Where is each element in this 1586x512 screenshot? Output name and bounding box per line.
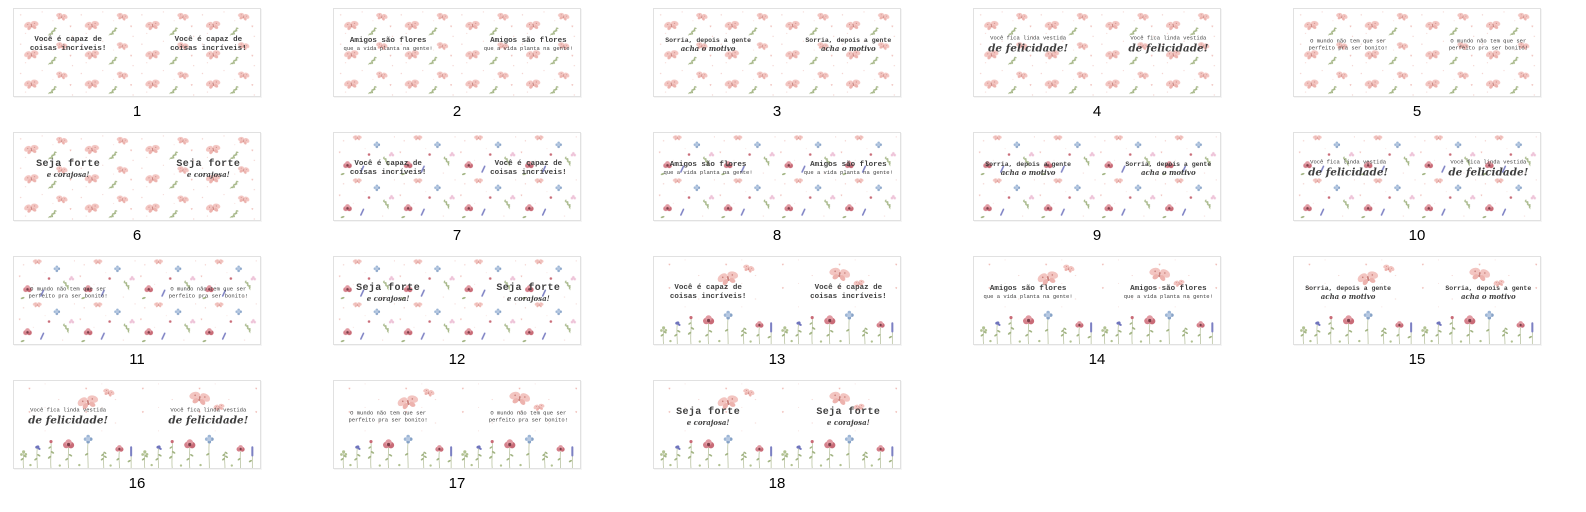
meadow-artwork — [655, 257, 899, 344]
thumbnail-number: 18 — [768, 475, 786, 492]
thumbnail-number: 3 — [772, 103, 782, 120]
thumbnail-number: 12 — [448, 351, 466, 368]
gallery-cell-5: O mundo não tem que ser perfeito pra ser… — [1293, 8, 1541, 120]
wildflowers-artwork — [1295, 133, 1539, 220]
butterflies-artwork — [975, 9, 1219, 96]
wildflowers-artwork — [15, 257, 259, 344]
meadow-artwork — [15, 381, 259, 468]
gallery-cell-7: Você é capaz de coisas incríveis! Você é… — [333, 132, 581, 244]
design-thumbnail-6[interactable]: Seja forte e corajosa! Seja forte e cora… — [13, 132, 261, 221]
meadow-artwork — [1295, 257, 1539, 344]
wildflowers-artwork — [335, 133, 579, 220]
design-thumbnail-8[interactable]: Amigos são flores que a vida planta na g… — [653, 132, 901, 221]
gallery-cell-4: Você fica linda vestida de felicidade! V… — [973, 8, 1221, 120]
design-thumbnail-10[interactable]: Você fica linda vestida de felicidade! V… — [1293, 132, 1541, 221]
gallery-cell-15: Sorria, depois a gente acha o motivo Sor… — [1293, 256, 1541, 368]
meadow-artwork — [655, 381, 899, 468]
gallery-cell-17: O mundo não tem que ser perfeito pra ser… — [333, 380, 581, 492]
design-thumbnail-17[interactable]: O mundo não tem que ser perfeito pra ser… — [333, 380, 581, 469]
wildflowers-artwork — [975, 133, 1219, 220]
design-thumbnail-14[interactable]: Amigos são flores que a vida planta na g… — [973, 256, 1221, 345]
thumbnail-number: 17 — [448, 475, 466, 492]
design-thumbnail-18[interactable]: Seja forte e corajosa! Seja forte e cora… — [653, 380, 901, 469]
thumbnail-number: 6 — [132, 227, 142, 244]
design-thumbnail-9[interactable]: Sorria, depois a gente acha o motivo Sor… — [973, 132, 1221, 221]
gallery-cell-8: Amigos são flores que a vida planta na g… — [653, 132, 901, 244]
thumbnail-number: 11 — [129, 351, 145, 368]
design-thumbnail-7[interactable]: Você é capaz de coisas incríveis! Você é… — [333, 132, 581, 221]
thumbnail-number: 7 — [452, 227, 462, 244]
thumbnail-number: 10 — [1408, 227, 1426, 244]
wildflowers-artwork — [335, 257, 579, 344]
meadow-artwork — [975, 257, 1219, 344]
thumbnail-number: 13 — [768, 351, 786, 368]
thumbnail-number: 8 — [772, 227, 782, 244]
gallery-cell-10: Você fica linda vestida de felicidade! V… — [1293, 132, 1541, 244]
gallery-cell-6: Seja forte e corajosa! Seja forte e cora… — [13, 132, 261, 244]
thumbnail-number: 2 — [452, 103, 462, 120]
thumbnail-number: 16 — [128, 475, 146, 492]
design-thumbnail-3[interactable]: Sorria, depois a gente acha o motivo Sor… — [653, 8, 901, 97]
design-thumbnail-16[interactable]: Você fica linda vestida de felicidade! V… — [13, 380, 261, 469]
butterflies-artwork — [335, 9, 579, 96]
design-thumbnail-12[interactable]: Seja forte e corajosa! Seja forte e cora… — [333, 256, 581, 345]
design-thumbnail-11[interactable]: O mundo não tem que ser perfeito pra ser… — [13, 256, 261, 345]
thumbnail-number: 4 — [1092, 103, 1102, 120]
gallery-cell-14: Amigos são flores que a vida planta na g… — [973, 256, 1221, 368]
thumbnail-number: 9 — [1092, 227, 1102, 244]
wildflowers-artwork — [655, 133, 899, 220]
thumbnail-number: 5 — [1412, 103, 1422, 120]
gallery-cell-12: Seja forte e corajosa! Seja forte e cora… — [333, 256, 581, 368]
thumbnail-number: 1 — [132, 103, 142, 120]
butterflies-artwork — [15, 9, 259, 96]
gallery-cell-16: Você fica linda vestida de felicidade! V… — [13, 380, 261, 492]
design-thumbnail-4[interactable]: Você fica linda vestida de felicidade! V… — [973, 8, 1221, 97]
gallery-cell-18: Seja forte e corajosa! Seja forte e cora… — [653, 380, 901, 492]
design-thumbnail-1[interactable]: Você é capaz de coisas incríveis! Você é… — [13, 8, 261, 97]
gallery-cell-2: Amigos são flores que a vida planta na g… — [333, 8, 581, 120]
design-thumbnail-2[interactable]: Amigos são flores que a vida planta na g… — [333, 8, 581, 97]
thumbnail-number: 14 — [1088, 351, 1106, 368]
design-thumbnail-15[interactable]: Sorria, depois a gente acha o motivo Sor… — [1293, 256, 1541, 345]
gallery-cell-11: O mundo não tem que ser perfeito pra ser… — [13, 256, 261, 368]
gallery-cell-3: Sorria, depois a gente acha o motivo Sor… — [653, 8, 901, 120]
design-thumbnail-13[interactable]: Você é capaz de coisas incríveis! Você é… — [653, 256, 901, 345]
butterflies-artwork — [15, 133, 259, 220]
gallery-cell-1: Você é capaz de coisas incríveis! Você é… — [13, 8, 261, 120]
thumbnail-number: 15 — [1408, 351, 1426, 368]
gallery-cell-9: Sorria, depois a gente acha o motivo Sor… — [973, 132, 1221, 244]
butterflies-artwork — [1295, 9, 1539, 96]
meadow-artwork — [335, 381, 579, 468]
design-thumbnail-5[interactable]: O mundo não tem que ser perfeito pra ser… — [1293, 8, 1541, 97]
butterflies-artwork — [655, 9, 899, 96]
gallery-cell-13: Você é capaz de coisas incríveis! Você é… — [653, 256, 901, 368]
